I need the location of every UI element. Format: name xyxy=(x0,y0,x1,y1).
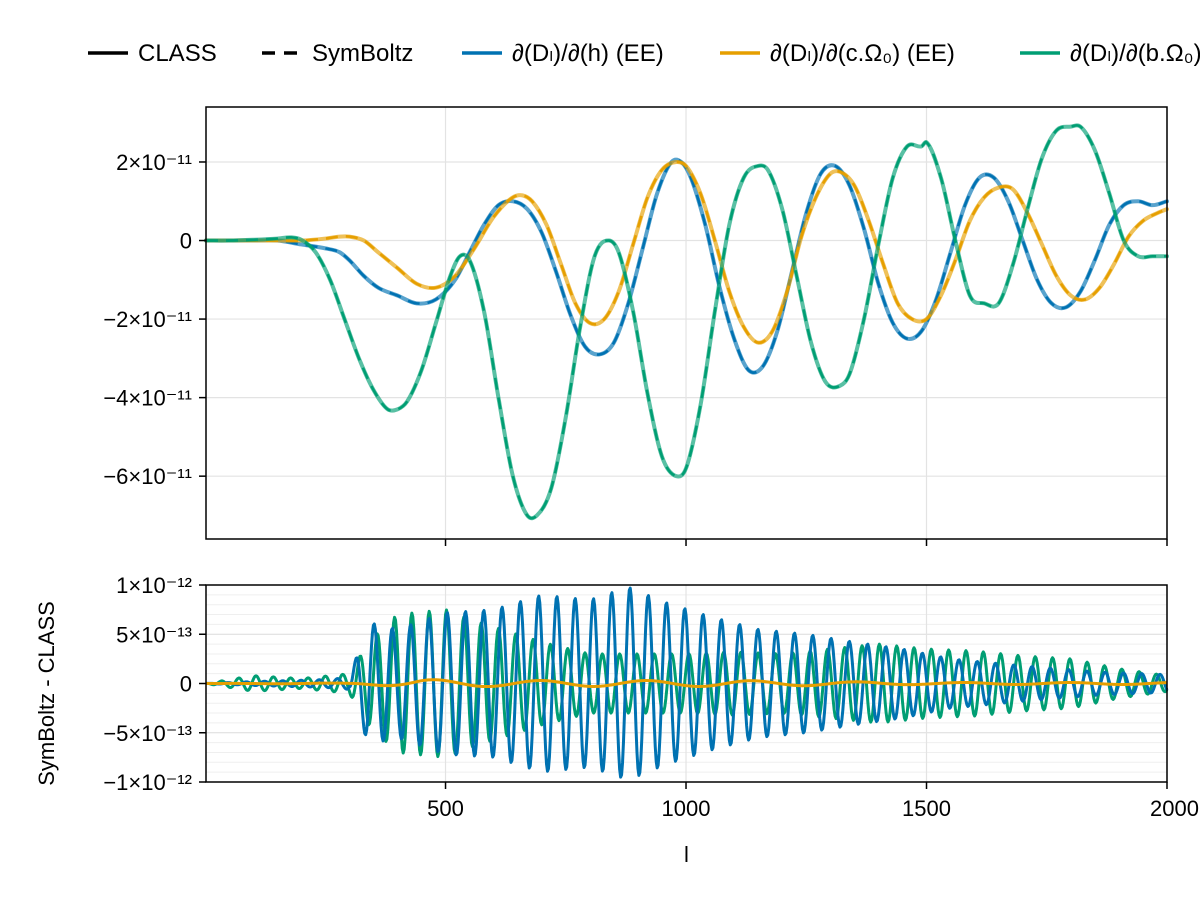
legend-label-2: ∂(Dₗ)/∂(h) (EE) xyxy=(512,40,664,67)
top-ticks: 2×10⁻¹¹ 0 −2×10⁻¹¹ −4×10⁻¹¹ −6×10⁻¹¹ xyxy=(103,150,1168,546)
legend-label-4: ∂(Dₗ)/∂(b.Ω₀) (EE) xyxy=(1070,40,1200,67)
symboltz-series-0 xyxy=(206,158,1168,374)
bottom-panel: 1×10⁻¹² 5×10⁻¹³ 0 −5×10⁻¹³ −1×10⁻¹² 500 1000 15… xyxy=(34,573,1199,867)
symboltz-series-2 xyxy=(205,124,1167,520)
bottom-ytick-label-0: 1×10⁻¹² xyxy=(116,573,192,598)
legend-label-3: ∂(Dₗ)/∂(c.Ω₀) (EE) xyxy=(770,40,955,67)
top-series xyxy=(204,123,1169,521)
legend: CLASS SymBoltz ∂(Dₗ)/∂(h) (EE) ∂(Dₗ)/∂(c.Ω₀… xyxy=(88,40,1200,67)
top-panel: 2×10⁻¹¹ 0 −2×10⁻¹¹ −4×10⁻¹¹ −6×10⁻¹¹ xyxy=(103,106,1169,546)
top-ytick-label-0: 2×10⁻¹¹ xyxy=(116,150,192,175)
residual-series-0 xyxy=(205,586,1169,779)
bottom-xtick-label-0: 500 xyxy=(427,796,464,821)
top-ytick-label-1: 0 xyxy=(180,229,192,254)
bottom-ytick-label-2: 0 xyxy=(180,672,192,697)
bottom-xtick-label-2: 1500 xyxy=(902,796,951,821)
x-axis-label: l xyxy=(684,842,689,867)
bottom-xtick-label-3: 2000 xyxy=(1150,796,1199,821)
symboltz-series-1 xyxy=(206,160,1168,344)
bottom-series xyxy=(205,586,1169,779)
legend-label-0: CLASS xyxy=(138,40,217,67)
legend-label-1: SymBoltz xyxy=(312,40,413,67)
top-ytick-label-3: −4×10⁻¹¹ xyxy=(103,386,192,411)
bottom-ytick-label-4: −1×10⁻¹² xyxy=(103,770,192,795)
bottom-xtick-label-1: 1000 xyxy=(662,796,711,821)
top-ytick-label-4: −6×10⁻¹¹ xyxy=(103,464,192,489)
residual-series-1 xyxy=(205,678,1168,689)
bottom-ytick-label-1: 5×10⁻¹³ xyxy=(116,622,192,647)
bottom-ytick-label-3: −5×10⁻¹³ xyxy=(103,721,192,746)
y-axis-label: SymBoltz - CLASS xyxy=(34,601,59,786)
bottom-ticks: 1×10⁻¹² 5×10⁻¹³ 0 −5×10⁻¹³ −1×10⁻¹² 500 1000 15… xyxy=(103,573,1199,821)
top-ytick-label-2: −2×10⁻¹¹ xyxy=(103,307,192,332)
